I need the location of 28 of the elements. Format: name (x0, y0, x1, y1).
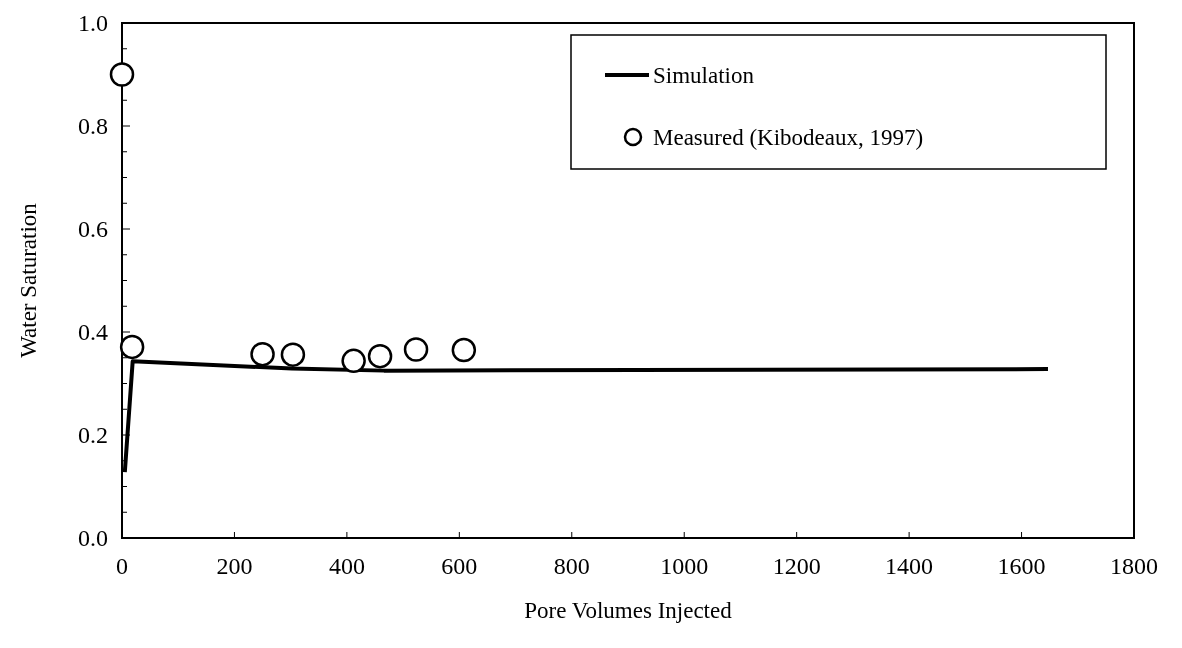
point (451, 337, 477, 363)
legend-label: Measured (Kibodeaux, 1997) (653, 125, 924, 150)
x-axis-title: Pore Volumes Injected (524, 598, 733, 623)
x-tick-label: 400 (328, 553, 365, 579)
point (367, 343, 393, 369)
y-tick-label: 0.6 (78, 216, 108, 242)
x-tick-label: 800 (553, 553, 590, 579)
x-tick-label: 1200 (772, 553, 821, 579)
point (280, 342, 306, 367)
legend-label: Simulation (653, 63, 755, 88)
y-tick-label: 0.8 (78, 113, 108, 139)
y-tick-label: 1.0 (78, 10, 108, 36)
x-tick-label: 0 (116, 553, 128, 579)
point (250, 341, 275, 367)
x-tick-label: 1400 (885, 553, 934, 579)
x-tick-label: 200 (216, 553, 253, 579)
x-tick-label: 1000 (660, 553, 709, 579)
point (109, 62, 135, 87)
x-tick-label: 1600 (997, 553, 1046, 579)
x-tick-label: 600 (441, 553, 478, 579)
point (341, 348, 366, 374)
x-tick-label: 1800 (1110, 553, 1158, 579)
y-tick-label: 0.4 (78, 319, 108, 345)
y-tick-label: 0.2 (78, 422, 108, 448)
y-axis-title: Water Saturation (16, 202, 41, 358)
point (403, 337, 429, 362)
point (119, 334, 145, 360)
y-tick-label: 0.0 (78, 525, 108, 551)
